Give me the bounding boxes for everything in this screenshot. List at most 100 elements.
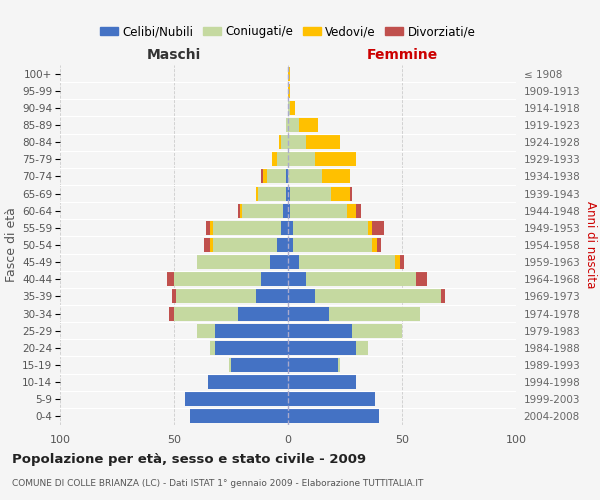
Bar bbox=[368, 221, 373, 235]
Bar bbox=[206, 221, 211, 235]
Bar bbox=[288, 255, 299, 269]
Bar bbox=[356, 341, 368, 355]
Bar bbox=[322, 170, 350, 183]
Bar bbox=[211, 341, 215, 355]
Bar bbox=[288, 375, 356, 389]
Bar bbox=[416, 272, 427, 286]
Bar bbox=[288, 341, 356, 355]
Bar bbox=[176, 290, 256, 304]
Bar bbox=[288, 392, 374, 406]
Bar bbox=[288, 290, 316, 304]
Bar bbox=[331, 186, 350, 200]
Bar bbox=[288, 135, 306, 149]
Bar bbox=[190, 410, 288, 424]
Bar bbox=[229, 358, 231, 372]
Bar bbox=[350, 186, 352, 200]
Bar bbox=[441, 290, 445, 304]
Bar bbox=[288, 306, 329, 320]
Bar bbox=[288, 84, 290, 98]
Bar bbox=[197, 255, 270, 269]
Bar bbox=[377, 238, 382, 252]
Bar bbox=[279, 135, 281, 149]
Bar bbox=[288, 272, 306, 286]
Bar bbox=[306, 135, 340, 149]
Bar bbox=[299, 255, 395, 269]
Bar bbox=[286, 186, 288, 200]
Bar bbox=[277, 152, 288, 166]
Bar bbox=[288, 204, 290, 218]
Bar bbox=[288, 324, 352, 338]
Legend: Celibi/Nubili, Coniugati/e, Vedovi/e, Divorziati/e: Celibi/Nubili, Coniugati/e, Vedovi/e, Di… bbox=[95, 20, 481, 43]
Bar bbox=[283, 204, 288, 218]
Bar bbox=[347, 204, 356, 218]
Bar bbox=[288, 101, 290, 115]
Y-axis label: Anni di nascita: Anni di nascita bbox=[584, 202, 597, 288]
Bar bbox=[268, 170, 286, 183]
Bar bbox=[400, 255, 404, 269]
Bar bbox=[352, 324, 402, 338]
Bar bbox=[329, 306, 420, 320]
Bar bbox=[288, 238, 293, 252]
Bar bbox=[286, 118, 288, 132]
Bar bbox=[293, 221, 368, 235]
Bar bbox=[174, 306, 238, 320]
Bar bbox=[242, 204, 283, 218]
Bar bbox=[290, 204, 347, 218]
Bar bbox=[306, 272, 416, 286]
Bar bbox=[288, 152, 316, 166]
Bar bbox=[395, 255, 400, 269]
Bar bbox=[373, 221, 384, 235]
Bar bbox=[288, 118, 299, 132]
Bar bbox=[277, 238, 288, 252]
Bar bbox=[272, 152, 277, 166]
Bar bbox=[288, 221, 293, 235]
Bar bbox=[290, 186, 331, 200]
Bar bbox=[288, 170, 322, 183]
Bar bbox=[288, 358, 338, 372]
Bar bbox=[316, 290, 441, 304]
Bar bbox=[172, 290, 176, 304]
Bar bbox=[259, 186, 286, 200]
Bar bbox=[174, 272, 260, 286]
Bar bbox=[356, 204, 361, 218]
Bar bbox=[338, 358, 340, 372]
Bar bbox=[213, 238, 277, 252]
Bar bbox=[256, 186, 259, 200]
Text: COMUNE DI COLLE BRIANZA (LC) - Dati ISTAT 1° gennaio 2009 - Elaborazione TUTTITA: COMUNE DI COLLE BRIANZA (LC) - Dati ISTA… bbox=[12, 479, 424, 488]
Bar bbox=[203, 238, 211, 252]
Bar bbox=[260, 272, 288, 286]
Bar bbox=[281, 221, 288, 235]
Bar bbox=[208, 375, 288, 389]
Bar bbox=[238, 204, 240, 218]
Bar bbox=[263, 170, 268, 183]
Bar bbox=[213, 221, 281, 235]
Y-axis label: Fasce di età: Fasce di età bbox=[5, 208, 18, 282]
Bar bbox=[270, 255, 288, 269]
Bar bbox=[215, 324, 288, 338]
Bar bbox=[316, 152, 356, 166]
Bar bbox=[288, 410, 379, 424]
Bar bbox=[185, 392, 288, 406]
Bar bbox=[197, 324, 215, 338]
Bar bbox=[238, 306, 288, 320]
Bar bbox=[290, 101, 295, 115]
Text: Maschi: Maschi bbox=[147, 48, 201, 62]
Bar bbox=[215, 341, 288, 355]
Bar bbox=[281, 135, 288, 149]
Bar bbox=[211, 221, 213, 235]
Bar bbox=[293, 238, 373, 252]
Bar bbox=[299, 118, 317, 132]
Bar bbox=[288, 66, 290, 80]
Bar bbox=[231, 358, 288, 372]
Bar bbox=[288, 186, 290, 200]
Text: Femmine: Femmine bbox=[367, 48, 437, 62]
Bar bbox=[286, 170, 288, 183]
Bar bbox=[169, 306, 174, 320]
Bar bbox=[260, 170, 263, 183]
Bar bbox=[211, 238, 213, 252]
Bar bbox=[240, 204, 242, 218]
Bar bbox=[167, 272, 174, 286]
Bar bbox=[373, 238, 377, 252]
Bar bbox=[256, 290, 288, 304]
Text: Popolazione per età, sesso e stato civile - 2009: Popolazione per età, sesso e stato civil… bbox=[12, 452, 366, 466]
